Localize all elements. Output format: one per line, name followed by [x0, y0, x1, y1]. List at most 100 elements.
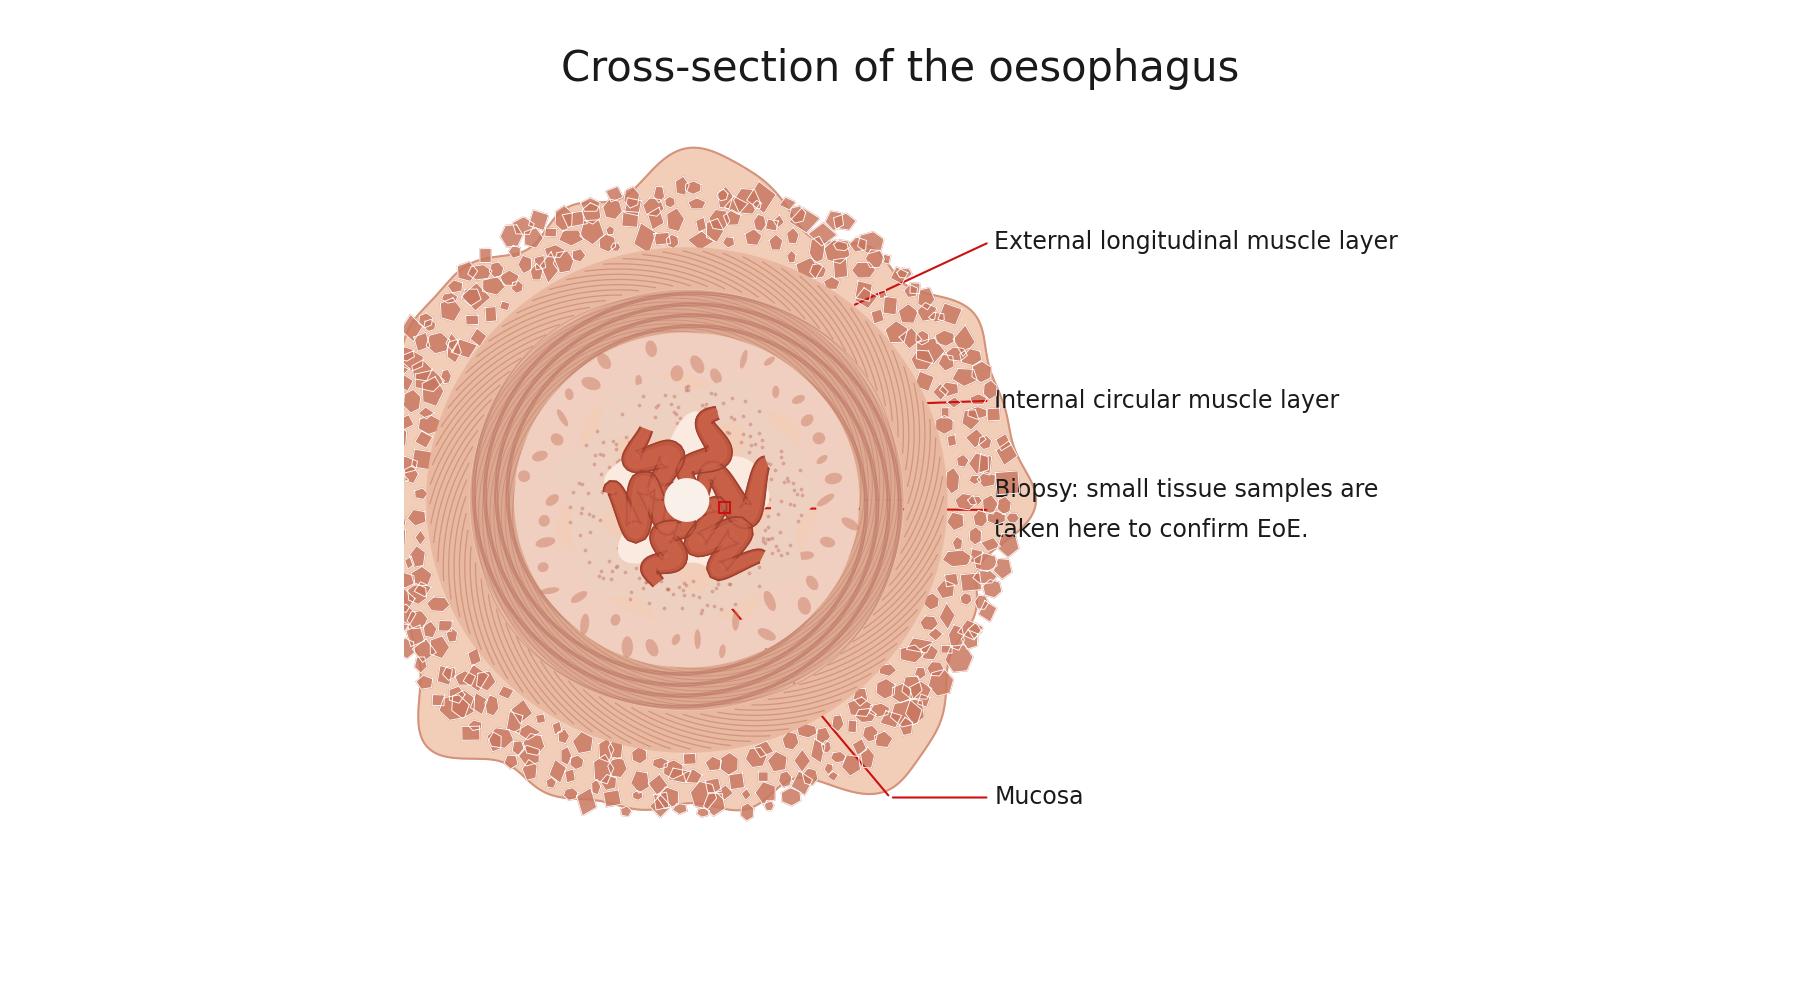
Polygon shape [515, 724, 540, 740]
Polygon shape [900, 717, 913, 736]
Polygon shape [830, 752, 846, 763]
Polygon shape [684, 769, 702, 783]
Polygon shape [499, 301, 509, 311]
Polygon shape [686, 181, 700, 194]
Polygon shape [373, 506, 396, 523]
Polygon shape [871, 309, 884, 324]
Ellipse shape [758, 628, 776, 641]
Ellipse shape [538, 515, 549, 527]
Ellipse shape [841, 517, 859, 530]
Ellipse shape [540, 587, 560, 594]
Polygon shape [540, 252, 560, 283]
Polygon shape [427, 248, 947, 752]
Polygon shape [878, 664, 896, 676]
Polygon shape [684, 753, 697, 764]
Polygon shape [968, 407, 986, 419]
Polygon shape [832, 715, 844, 732]
Polygon shape [623, 427, 684, 500]
Polygon shape [653, 232, 671, 245]
Polygon shape [351, 469, 369, 498]
Polygon shape [553, 721, 562, 735]
Ellipse shape [733, 611, 740, 631]
Polygon shape [911, 283, 920, 294]
Polygon shape [706, 219, 724, 242]
Polygon shape [909, 681, 932, 699]
Polygon shape [945, 467, 959, 494]
Polygon shape [952, 368, 977, 386]
Polygon shape [722, 237, 734, 248]
Polygon shape [405, 556, 414, 569]
Polygon shape [936, 580, 954, 599]
Polygon shape [562, 747, 572, 765]
Polygon shape [518, 745, 540, 766]
Polygon shape [765, 801, 774, 811]
Polygon shape [664, 196, 675, 208]
Polygon shape [562, 211, 587, 227]
Polygon shape [851, 262, 875, 278]
Polygon shape [959, 348, 983, 366]
Ellipse shape [533, 451, 547, 461]
Polygon shape [774, 215, 785, 228]
Polygon shape [490, 262, 504, 278]
Polygon shape [416, 370, 445, 392]
Polygon shape [405, 465, 418, 484]
Polygon shape [488, 732, 500, 752]
Text: Biopsy: small tissue samples are: Biopsy: small tissue samples are [994, 478, 1379, 502]
Polygon shape [689, 500, 763, 576]
Polygon shape [668, 768, 691, 783]
Polygon shape [524, 734, 545, 755]
Polygon shape [914, 371, 934, 391]
Polygon shape [545, 777, 556, 788]
Polygon shape [466, 315, 479, 325]
Polygon shape [367, 533, 385, 550]
Polygon shape [373, 594, 394, 619]
Polygon shape [513, 217, 535, 234]
Polygon shape [902, 676, 922, 700]
Polygon shape [979, 600, 997, 622]
Polygon shape [580, 220, 605, 245]
Polygon shape [446, 333, 459, 352]
Polygon shape [536, 714, 545, 724]
Polygon shape [936, 415, 954, 434]
Polygon shape [414, 657, 427, 673]
Polygon shape [684, 497, 765, 580]
Polygon shape [666, 234, 679, 249]
Polygon shape [810, 739, 824, 763]
Polygon shape [500, 225, 522, 247]
Ellipse shape [635, 375, 643, 387]
Polygon shape [945, 645, 974, 672]
Polygon shape [513, 741, 524, 756]
Polygon shape [365, 485, 383, 509]
Polygon shape [468, 265, 491, 280]
Polygon shape [446, 628, 457, 642]
Polygon shape [331, 148, 1037, 810]
Polygon shape [594, 755, 614, 784]
Polygon shape [754, 741, 774, 757]
Polygon shape [824, 240, 850, 263]
Polygon shape [995, 441, 1017, 465]
Polygon shape [947, 435, 956, 447]
Polygon shape [515, 334, 859, 666]
Polygon shape [398, 374, 414, 391]
Polygon shape [653, 186, 664, 203]
Polygon shape [916, 303, 936, 321]
Polygon shape [742, 789, 751, 800]
Polygon shape [553, 251, 574, 273]
Polygon shape [441, 293, 457, 303]
Ellipse shape [740, 350, 747, 369]
Polygon shape [392, 514, 405, 529]
Ellipse shape [792, 395, 805, 404]
Ellipse shape [763, 591, 776, 611]
Polygon shape [601, 774, 616, 790]
Polygon shape [706, 778, 722, 794]
Polygon shape [833, 240, 851, 251]
Ellipse shape [551, 433, 563, 446]
Polygon shape [968, 496, 983, 505]
Polygon shape [455, 671, 475, 685]
Polygon shape [797, 724, 817, 738]
Polygon shape [896, 268, 913, 278]
Polygon shape [974, 553, 997, 572]
Polygon shape [396, 347, 414, 361]
Ellipse shape [763, 357, 776, 366]
Polygon shape [664, 760, 682, 779]
